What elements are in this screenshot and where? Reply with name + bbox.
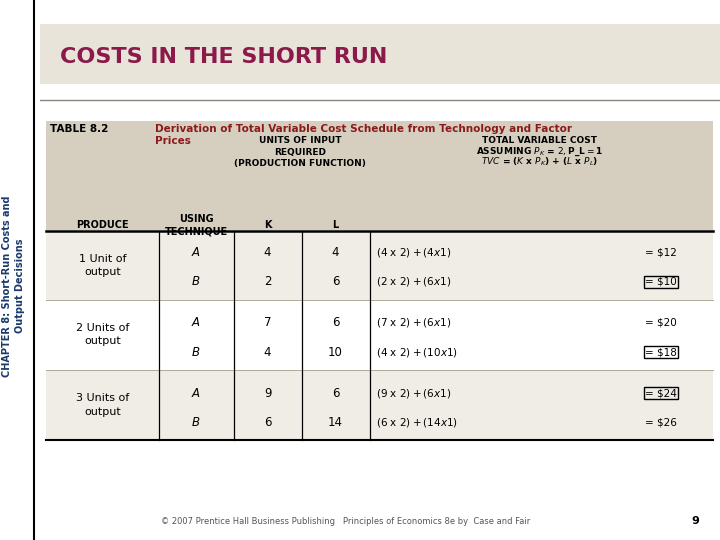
Text: A: A xyxy=(192,316,200,329)
Text: (6 x $2) + (14 x $1): (6 x $2) + (14 x $1) xyxy=(377,416,458,429)
Text: A: A xyxy=(192,387,200,400)
Text: TABLE 8.2: TABLE 8.2 xyxy=(50,124,108,134)
Text: CHAPTER 8: Short-Run Costs and
Output Decisions: CHAPTER 8: Short-Run Costs and Output De… xyxy=(2,195,25,377)
Text: 6: 6 xyxy=(264,416,271,429)
Text: (7 x $2) + (6 x $1): (7 x $2) + (6 x $1) xyxy=(377,316,451,329)
Text: Prices: Prices xyxy=(156,136,191,146)
Text: 1 Unit of
output: 1 Unit of output xyxy=(78,254,126,277)
Text: (4 x $2) + (10 x $1): (4 x $2) + (10 x $1) xyxy=(377,346,458,359)
Text: TOTAL VARIABLE COST: TOTAL VARIABLE COST xyxy=(482,136,597,145)
Text: B: B xyxy=(192,275,200,288)
Text: © 2007 Prentice Hall Business Publishing   Principles of Economics 8e by  Case a: © 2007 Prentice Hall Business Publishing… xyxy=(161,517,531,526)
Text: = $10: = $10 xyxy=(645,277,677,287)
Text: 6: 6 xyxy=(332,387,339,400)
Text: $\mathit{TVC}$ = ($K$ x $P_K$) + ($L$ x $P_L$): $\mathit{TVC}$ = ($K$ x $P_K$) + ($L$ x … xyxy=(481,156,598,168)
Text: Derivation of Total Variable Cost Schedule from Technology and Factor: Derivation of Total Variable Cost Schedu… xyxy=(156,124,572,134)
Text: = $20: = $20 xyxy=(645,318,677,328)
Text: (4 x $2) + (4 x $1): (4 x $2) + (4 x $1) xyxy=(377,246,451,259)
Text: ASSUMING $P_K$ = $2, $P_L$ = $1: ASSUMING $P_K$ = $2, $P_L$ = $1 xyxy=(476,146,603,158)
Text: 6: 6 xyxy=(332,316,339,329)
Bar xyxy=(46,370,714,440)
Text: 9: 9 xyxy=(692,516,700,526)
Text: PRODUCE: PRODUCE xyxy=(76,220,129,231)
Text: 4: 4 xyxy=(332,246,339,259)
Bar xyxy=(40,24,720,84)
Text: USING
TECHNIQUE: USING TECHNIQUE xyxy=(165,214,228,236)
Bar xyxy=(46,231,714,300)
Text: 4: 4 xyxy=(264,346,271,359)
Text: = $18: = $18 xyxy=(645,347,677,357)
Text: 4: 4 xyxy=(264,246,271,259)
Text: 14: 14 xyxy=(328,416,343,429)
Text: B: B xyxy=(192,346,200,359)
Text: 10: 10 xyxy=(328,346,343,359)
Text: 3 Units of
output: 3 Units of output xyxy=(76,394,129,416)
Text: 2: 2 xyxy=(264,275,271,288)
Text: L: L xyxy=(333,220,338,231)
Text: = $26: = $26 xyxy=(645,417,677,427)
Text: B: B xyxy=(192,416,200,429)
Text: 7: 7 xyxy=(264,316,271,329)
Text: = $12: = $12 xyxy=(645,248,677,258)
Text: UNITS OF INPUT
REQUIRED
(PRODUCTION FUNCTION): UNITS OF INPUT REQUIRED (PRODUCTION FUNC… xyxy=(234,136,366,168)
Text: (2 x $2) + (6 x $1): (2 x $2) + (6 x $1) xyxy=(377,275,451,288)
Text: 9: 9 xyxy=(264,387,271,400)
Bar xyxy=(46,300,714,370)
Text: COSTS IN THE SHORT RUN: COSTS IN THE SHORT RUN xyxy=(60,46,387,67)
Text: K: K xyxy=(264,220,271,231)
Text: (9 x $2) + (6 x $1): (9 x $2) + (6 x $1) xyxy=(377,387,451,400)
Text: = $24: = $24 xyxy=(645,388,677,398)
Bar xyxy=(46,122,714,230)
Text: 2 Units of
output: 2 Units of output xyxy=(76,323,129,346)
Text: 6: 6 xyxy=(332,275,339,288)
Text: A: A xyxy=(192,246,200,259)
